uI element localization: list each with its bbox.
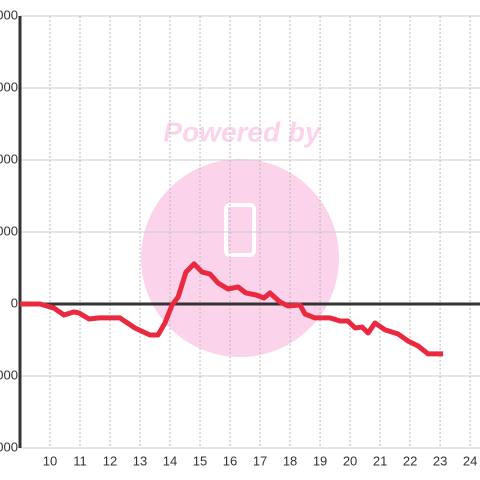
data-line: [20, 261, 444, 357]
x-tick-label: 24: [463, 453, 477, 468]
x-tick-label: 19: [313, 453, 327, 468]
x-tick-label: 22: [403, 453, 417, 468]
x-tick-label: 23: [433, 453, 447, 468]
y-tick-label: 9,000: [0, 79, 18, 94]
x-tick-label: 16: [223, 453, 237, 468]
watermark-text: Powered by: [163, 116, 322, 147]
watermark-icon: [224, 203, 256, 257]
x-tick-label: 10: [43, 453, 57, 468]
x-tick-label: 13: [133, 453, 147, 468]
x-tick-label: 20: [343, 453, 357, 468]
x-tick-label: 14: [163, 453, 177, 468]
x-tick-label: 11: [73, 453, 87, 468]
x-tick-label: 18: [283, 453, 297, 468]
watermark-logo: [141, 159, 339, 357]
y-tick-label: -6,000: [0, 439, 18, 454]
y-tick-label: -3,000: [0, 367, 18, 382]
y-tick-label: 0: [11, 295, 18, 310]
x-tick-label: 17: [253, 453, 267, 468]
x-tick-label: 12: [103, 453, 117, 468]
x-tick-label: 15: [193, 453, 207, 468]
y-tick-label: 12,000: [0, 7, 18, 22]
x-tick-label: 21: [373, 453, 387, 468]
y-tick-label: 6,000: [0, 151, 18, 166]
y-tick-label: 3,000: [0, 223, 18, 238]
